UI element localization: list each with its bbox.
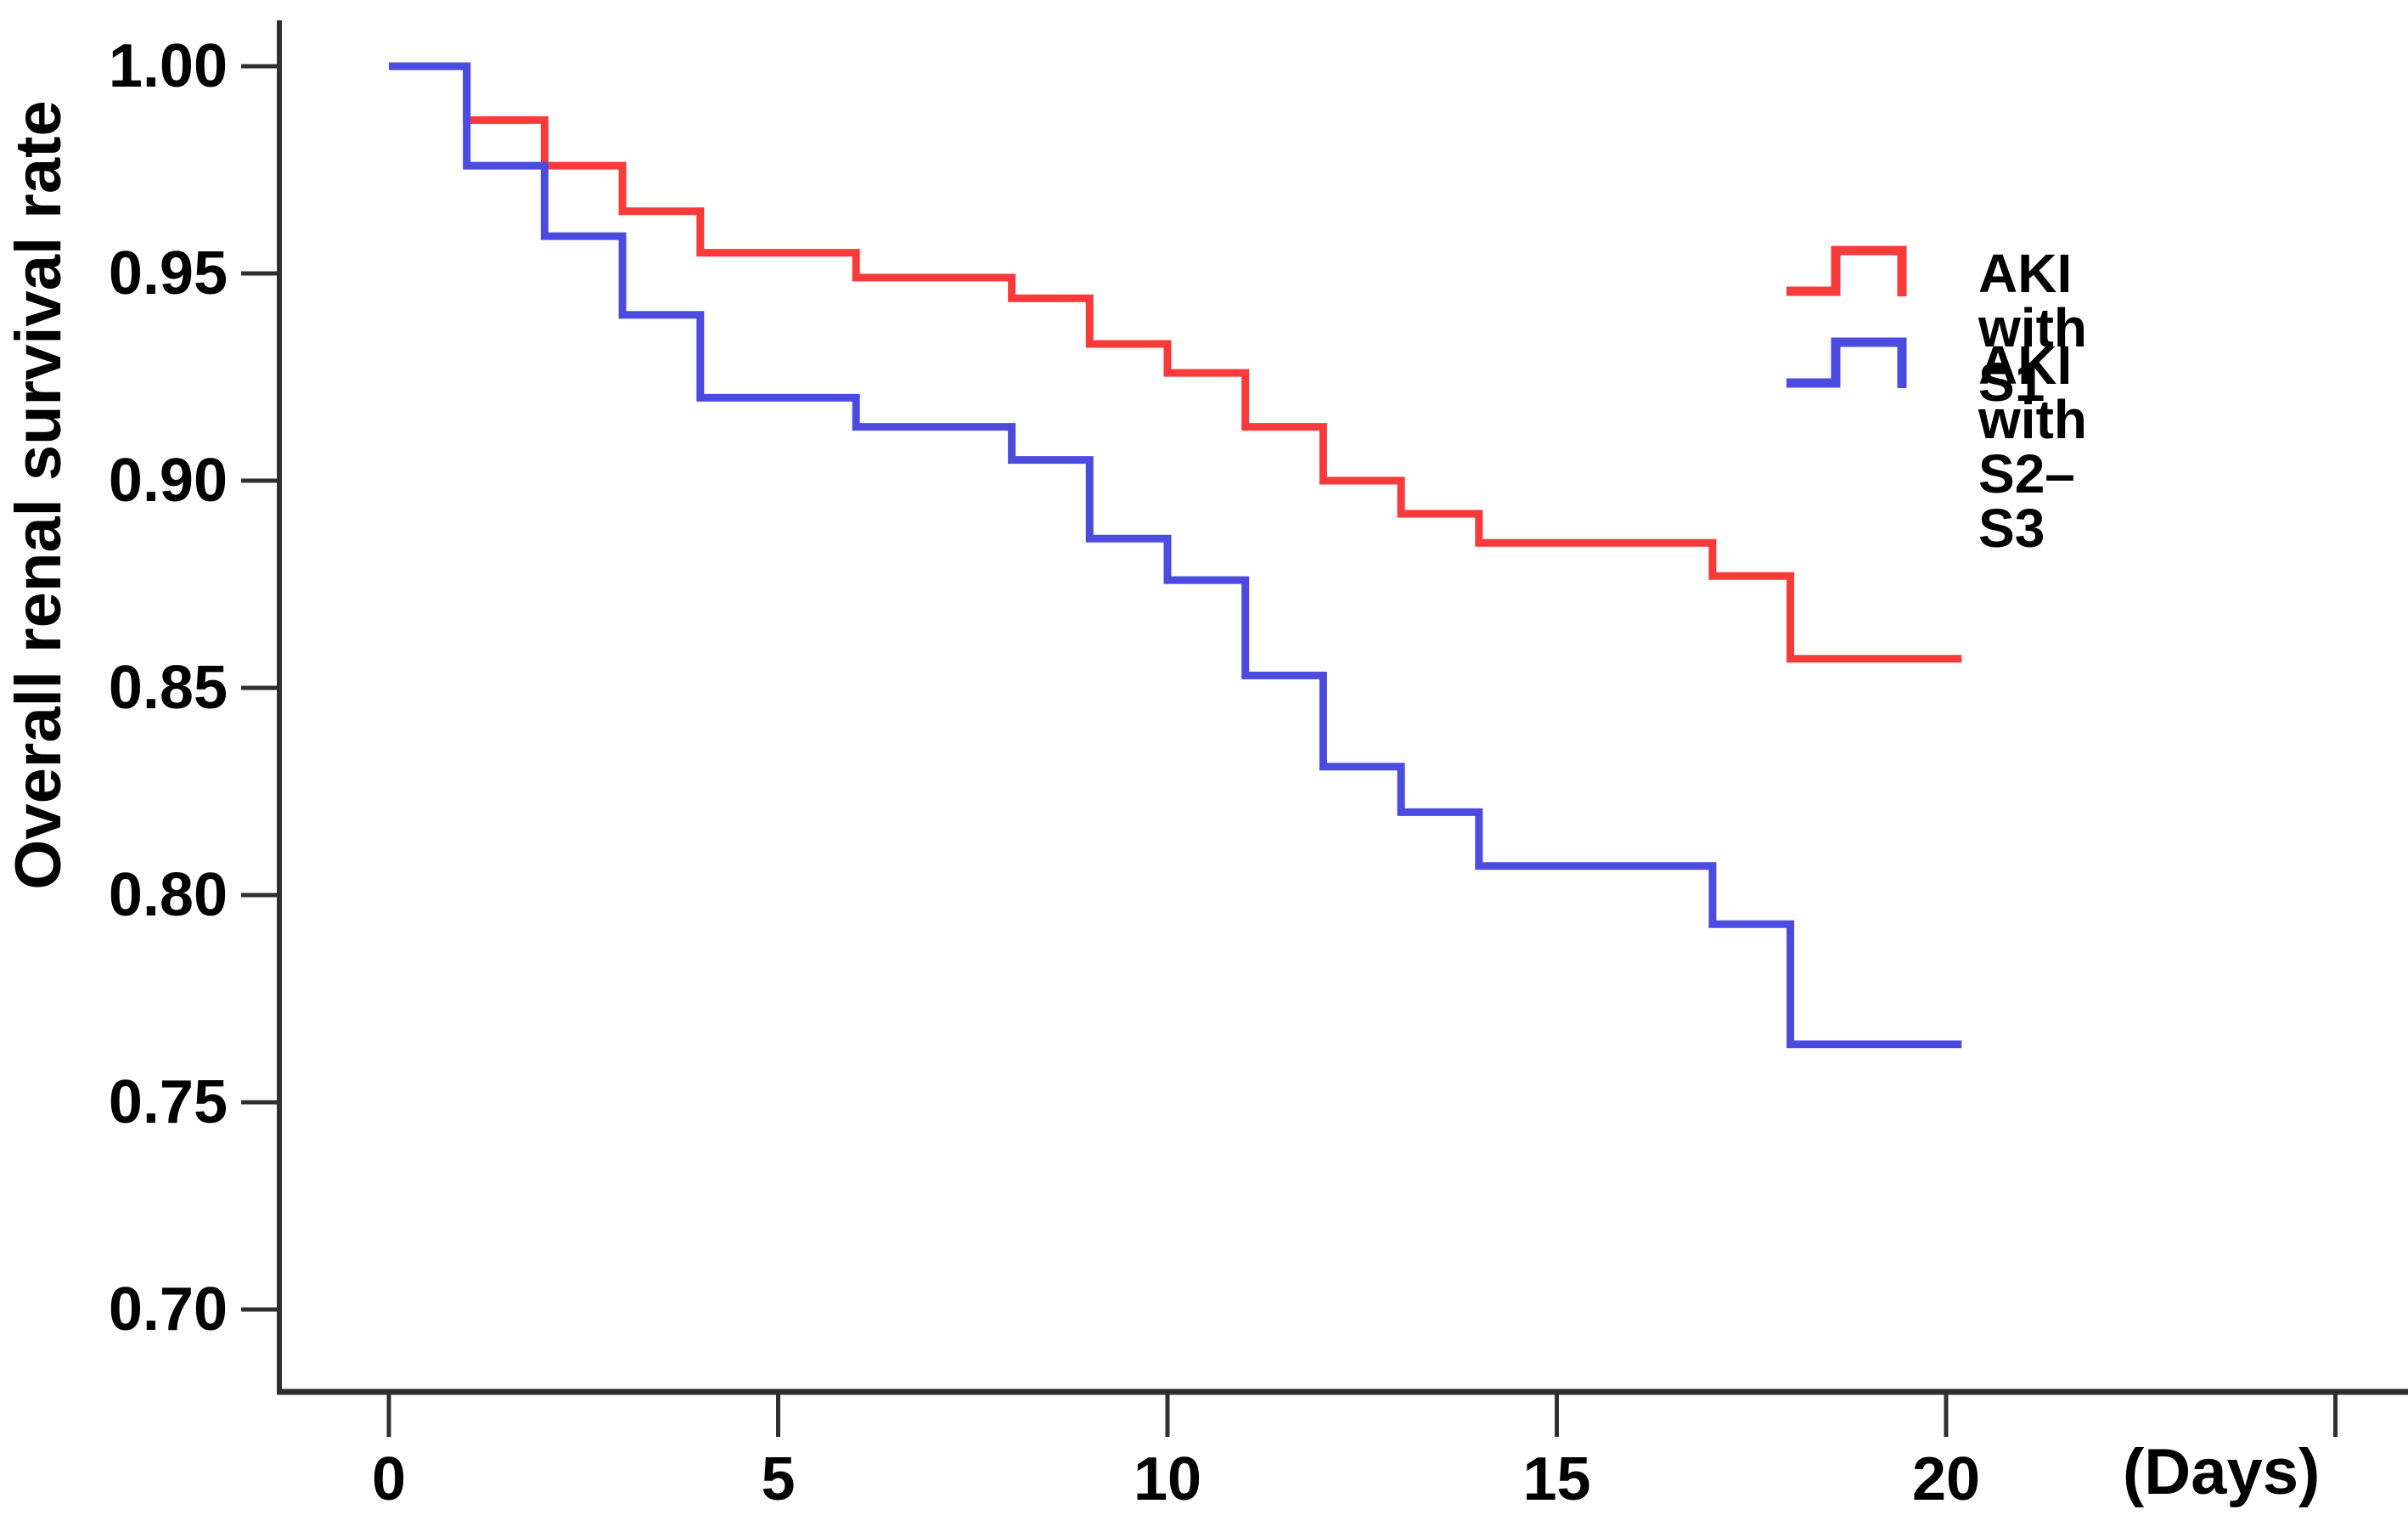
legend-label-aki-s2-s3: AKI with S2–S3	[1978, 335, 2087, 559]
x-tick-label-5: 5	[761, 1445, 796, 1513]
series-curve-aki-with-s1	[389, 62, 1962, 663]
legend-label-aki-s1: AKI with S1	[1978, 243, 2087, 413]
y-tick-label-0.85: 0.85	[108, 654, 228, 722]
x-axis-unit-label: (Days)	[2123, 1436, 2321, 1508]
x-tick-label-10: 10	[1133, 1445, 1202, 1513]
y-tick-label-1.00: 1.00	[108, 32, 228, 100]
x-tick-label-0: 0	[371, 1445, 407, 1513]
y-tick-label-0.95: 0.95	[108, 239, 228, 307]
y-tick-label-0.70: 0.70	[108, 1276, 228, 1343]
x-tick-label-15: 15	[1522, 1445, 1591, 1513]
step-line-icon	[1786, 337, 1907, 388]
series-curve-aki-with-s2-s3	[389, 62, 1962, 1049]
y-tick-label-0.90: 0.90	[108, 447, 228, 515]
x-tick-label-20: 20	[1911, 1445, 1981, 1513]
y-tick-label-0.75: 0.75	[108, 1068, 228, 1136]
y-tick-label-0.80: 0.80	[108, 861, 228, 929]
y-axis-title: Overall renal survival rate	[3, 100, 75, 890]
step-line-icon	[1786, 245, 1907, 296]
